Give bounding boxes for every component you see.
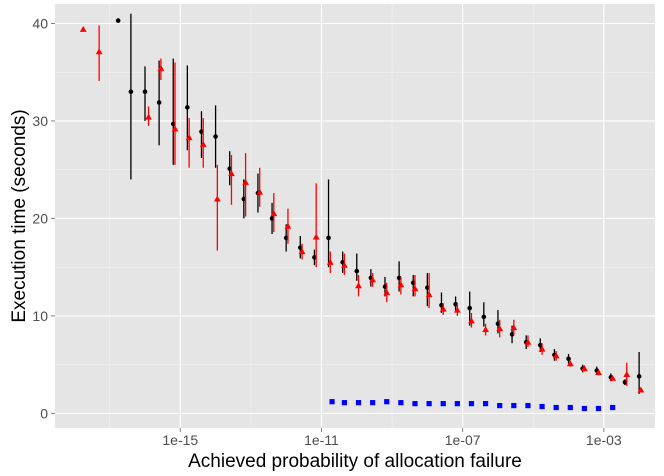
data-point xyxy=(637,386,645,393)
data-point xyxy=(411,285,419,292)
data-point xyxy=(595,369,602,375)
data-point xyxy=(524,338,532,345)
data-point xyxy=(398,400,404,406)
data-point xyxy=(538,345,546,352)
data-point xyxy=(383,289,391,296)
data-point xyxy=(510,324,518,331)
data-point xyxy=(595,405,602,412)
x-tick-label: 1e-07 xyxy=(445,432,481,448)
data-point xyxy=(298,248,306,255)
data-point xyxy=(185,105,190,110)
data-point xyxy=(453,306,461,313)
data-point xyxy=(341,261,348,268)
data-point xyxy=(270,210,278,217)
y-tick-label: 20 xyxy=(32,210,48,226)
data-point xyxy=(145,113,152,120)
data-point xyxy=(115,18,121,23)
data-point xyxy=(636,374,642,379)
data-point xyxy=(468,401,475,407)
data-point xyxy=(496,325,504,332)
x-tick-label: 1e-11 xyxy=(304,432,339,448)
data-point xyxy=(467,305,473,311)
data-point xyxy=(525,402,531,409)
data-point xyxy=(228,170,235,177)
data-point xyxy=(439,305,447,312)
data-point xyxy=(370,400,376,406)
data-point xyxy=(426,401,432,407)
data-point xyxy=(256,188,264,195)
data-point xyxy=(482,326,489,333)
y-tick-labels: 0 10 20 30 40 xyxy=(32,15,48,421)
data-point xyxy=(454,401,460,407)
data-point xyxy=(481,314,487,320)
data-point xyxy=(497,402,503,409)
data-point xyxy=(242,178,249,185)
data-point xyxy=(95,48,103,55)
data-point xyxy=(581,365,588,372)
data-point xyxy=(156,100,162,105)
data-point xyxy=(566,356,571,362)
data-point xyxy=(341,400,348,406)
data-point xyxy=(369,276,377,283)
data-point xyxy=(213,134,218,139)
data-point xyxy=(468,317,475,324)
data-point xyxy=(157,64,165,71)
data-point xyxy=(397,281,405,288)
data-point xyxy=(142,89,148,95)
data-point xyxy=(171,125,179,132)
data-point xyxy=(539,403,545,410)
data-point xyxy=(581,405,588,412)
major-gridlines xyxy=(55,4,655,428)
axis-ticks xyxy=(51,22,605,432)
data-point xyxy=(425,291,433,298)
data-point xyxy=(355,282,362,289)
data-point xyxy=(312,233,320,240)
data-point xyxy=(284,222,292,229)
data-point xyxy=(326,235,331,241)
data-point xyxy=(185,134,193,141)
data-point xyxy=(79,25,87,32)
data-point xyxy=(567,404,573,411)
data-point xyxy=(412,401,418,407)
y-tick-label: 0 xyxy=(40,405,48,421)
x-tick-labels: 1e-15 1e-11 1e-07 1e-03 xyxy=(162,432,622,448)
data-point xyxy=(553,404,559,411)
data-point xyxy=(552,352,560,359)
data-point xyxy=(384,399,390,405)
data-point xyxy=(329,399,335,405)
x-axis-title: Achieved probability of allocation failu… xyxy=(188,451,522,472)
data-point xyxy=(199,140,207,147)
series-red xyxy=(79,25,645,393)
data-point xyxy=(326,258,334,265)
series-blue xyxy=(329,399,616,412)
x-tick-label: 1e-15 xyxy=(162,432,198,448)
data-point xyxy=(609,374,617,381)
data-point xyxy=(354,268,360,274)
data-point xyxy=(355,400,362,406)
data-point xyxy=(610,404,616,411)
data-point xyxy=(128,89,134,95)
x-tick-label: 1e-03 xyxy=(586,432,622,448)
data-point xyxy=(566,360,574,367)
minor-gridlines xyxy=(55,4,655,428)
y-axis-title: Execution time (seconds) xyxy=(9,109,30,322)
series-layer xyxy=(79,13,645,412)
data-point xyxy=(623,370,631,377)
data-point xyxy=(511,402,517,409)
data-point xyxy=(482,401,489,407)
data-point xyxy=(440,401,446,407)
y-tick-label: 10 xyxy=(32,308,48,324)
y-tick-label: 40 xyxy=(32,15,48,31)
data-point xyxy=(213,195,221,202)
y-tick-label: 30 xyxy=(32,113,48,129)
